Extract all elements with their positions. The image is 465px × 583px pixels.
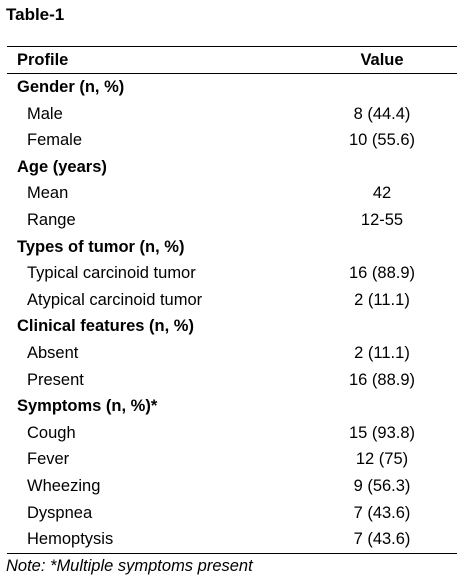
table-body: Gender (n, %) Male 8 (44.4) Female 10 (55.6)… xyxy=(7,74,457,553)
row-value: 7 (43.6) xyxy=(353,530,411,549)
row-value: 8 (44.4) xyxy=(353,104,411,123)
table-row: Wheezing 9 (56.3) xyxy=(7,473,457,500)
row-label: Mean xyxy=(27,184,69,203)
table-row: Dyspnea 7 (43.6) xyxy=(7,500,457,527)
row-value: 9 (56.3) xyxy=(353,476,411,495)
table-row: Typical carcinoid tumor 16 (88.9) xyxy=(7,260,457,287)
group-label: Symptoms (n, %)* xyxy=(17,397,158,416)
row-value: 10 (55.6) xyxy=(348,131,416,150)
table-row: Male 8 (44.4) xyxy=(7,101,457,128)
row-label: Cough xyxy=(27,423,76,442)
table-header-row: Profile Value xyxy=(7,47,457,74)
row-label: Absent xyxy=(27,343,79,362)
row-label: Female xyxy=(27,131,83,150)
profile-table: Profile Value Gender (n, %) Male 8 (44.4) F… xyxy=(7,46,457,554)
row-value: 16 (88.9) xyxy=(348,264,416,283)
row-label: Hemoptysis xyxy=(27,530,114,549)
group-label: Age (years) xyxy=(17,157,107,176)
row-label: Fever xyxy=(27,450,70,469)
table-row: Range 12-55 xyxy=(7,207,457,234)
group-label: Clinical features (n, %) xyxy=(17,317,194,336)
table-row: Female 10 (55.6) xyxy=(7,127,457,154)
row-label: Range xyxy=(27,210,76,229)
row-label: Atypical carcinoid tumor xyxy=(27,290,203,309)
group-row: Gender (n, %) xyxy=(7,74,457,101)
row-value: 42 xyxy=(372,184,392,203)
row-label: Typical carcinoid tumor xyxy=(27,264,196,283)
table-row: Cough 15 (93.8) xyxy=(7,420,457,447)
row-value: 2 (11.1) xyxy=(354,343,410,362)
row-label: Present xyxy=(27,370,84,389)
group-label: Gender (n, %) xyxy=(17,78,125,96)
row-value: 15 (93.8) xyxy=(348,423,416,442)
table-row: Mean 42 xyxy=(7,180,457,207)
row-value: 12-55 xyxy=(360,210,404,229)
table-row: Absent 2 (11.1) xyxy=(7,340,457,367)
group-row: Age (years) xyxy=(7,154,457,181)
group-row: Symptoms (n, %)* xyxy=(7,393,457,420)
row-value: 12 (75) xyxy=(355,450,409,469)
header-profile: Profile xyxy=(17,51,69,69)
table-row: Hemoptysis 7 (43.6) xyxy=(7,526,457,553)
row-value: 7 (43.6) xyxy=(353,503,411,522)
table-caption: Table-1 xyxy=(6,5,65,24)
group-row: Clinical features (n, %) xyxy=(7,313,457,340)
group-label: Types of tumor (n, %) xyxy=(17,237,185,256)
table-row: Fever 12 (75) xyxy=(7,446,457,473)
row-value: 16 (88.9) xyxy=(348,370,416,389)
group-row: Types of tumor (n, %) xyxy=(7,234,457,261)
table-row: Present 16 (88.9) xyxy=(7,367,457,394)
table-row: Atypical carcinoid tumor 2 (11.1) xyxy=(7,287,457,314)
row-label: Male xyxy=(27,104,63,123)
row-label: Wheezing xyxy=(27,476,101,495)
header-value: Value xyxy=(360,51,404,69)
row-label: Dyspnea xyxy=(27,503,93,522)
table-note: Note: *Multiple symptoms present xyxy=(6,557,253,575)
row-value: 2 (11.1) xyxy=(354,290,410,309)
